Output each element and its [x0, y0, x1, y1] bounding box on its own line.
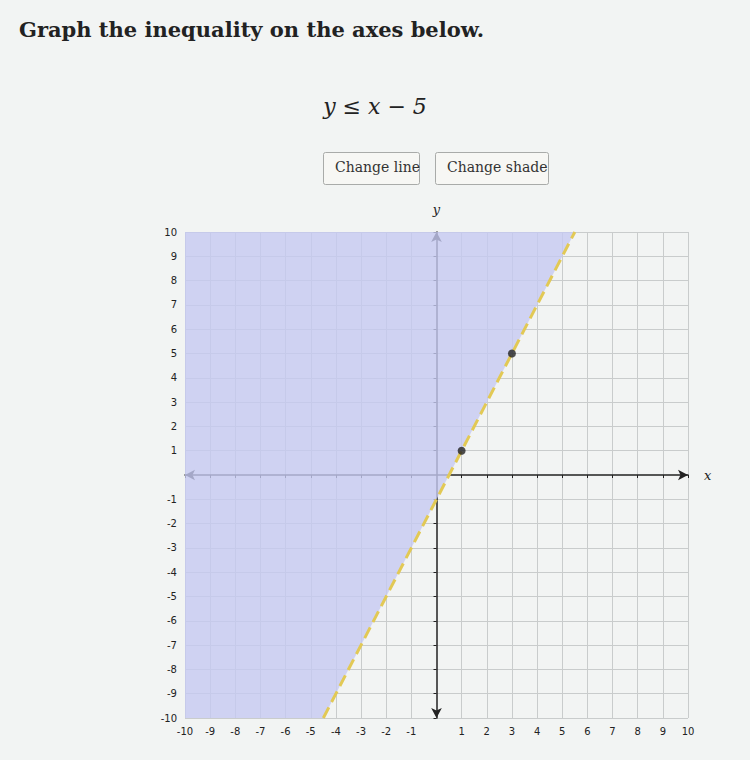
svg-text:y ≤ x − 5: y ≤ x − 5 — [322, 94, 427, 119]
svg-text:3: 3 — [509, 726, 515, 737]
svg-text:-7: -7 — [255, 726, 265, 737]
svg-text:9: 9 — [171, 251, 177, 262]
svg-text:-5: -5 — [306, 726, 316, 737]
svg-text:2: 2 — [171, 421, 177, 432]
svg-text:4: 4 — [171, 372, 177, 383]
svg-text:-10: -10 — [161, 713, 177, 724]
svg-text:6: 6 — [171, 324, 177, 335]
svg-text:8: 8 — [171, 275, 177, 286]
svg-text:-8: -8 — [230, 726, 240, 737]
svg-text:6: 6 — [584, 726, 590, 737]
svg-text:-1: -1 — [167, 494, 177, 505]
svg-text:-8: -8 — [167, 664, 177, 675]
svg-text:1: 1 — [458, 726, 464, 737]
svg-text:8: 8 — [635, 726, 641, 737]
svg-text:5: 5 — [559, 726, 565, 737]
svg-text:-2: -2 — [381, 726, 391, 737]
svg-text:-10: -10 — [177, 726, 193, 737]
svg-text:-9: -9 — [167, 688, 177, 699]
svg-text:7: 7 — [609, 726, 615, 737]
svg-text:5: 5 — [171, 348, 177, 359]
svg-text:Change line: Change line — [335, 159, 420, 175]
svg-text:3: 3 — [171, 397, 177, 408]
svg-text:2: 2 — [484, 726, 490, 737]
svg-text:10: 10 — [682, 726, 695, 737]
svg-text:Graph the inequality on the ax: Graph the inequality on the axes below. — [19, 17, 484, 42]
svg-text:-4: -4 — [167, 567, 177, 578]
svg-text:-1: -1 — [406, 726, 416, 737]
svg-text:-9: -9 — [205, 726, 215, 737]
svg-text:-5: -5 — [167, 591, 177, 602]
svg-text:-6: -6 — [281, 726, 291, 737]
svg-text:-4: -4 — [331, 726, 341, 737]
svg-text:-3: -3 — [167, 542, 177, 553]
svg-text:Change shade: Change shade — [447, 159, 548, 175]
svg-text:-2: -2 — [167, 518, 177, 529]
svg-text:x: x — [704, 468, 712, 483]
svg-text:-3: -3 — [356, 726, 366, 737]
svg-text:-7: -7 — [167, 640, 177, 651]
svg-text:y: y — [432, 202, 441, 217]
svg-text:1: 1 — [171, 445, 177, 456]
svg-text:4: 4 — [534, 726, 540, 737]
svg-text:9: 9 — [660, 726, 666, 737]
svg-text:7: 7 — [171, 299, 177, 310]
svg-text:-6: -6 — [167, 615, 177, 626]
svg-text:10: 10 — [164, 227, 177, 238]
